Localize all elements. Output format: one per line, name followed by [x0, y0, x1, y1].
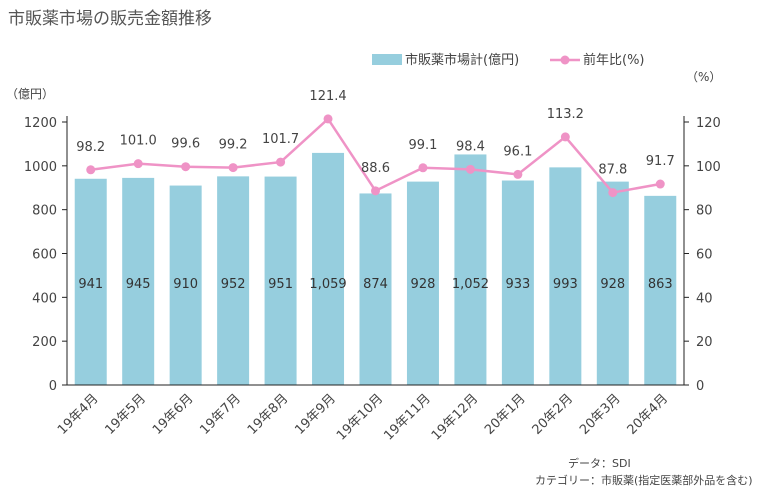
x-tick-label: 19年8月 [245, 391, 292, 438]
bar-5 [312, 152, 345, 385]
category-note: カテゴリー：市販薬(指定医薬部外品を含む) [535, 473, 753, 487]
yoy-value-label: 99.6 [171, 137, 200, 152]
x-tick-label: 20年4月 [625, 391, 672, 438]
x-tick-label: 20年2月 [530, 391, 577, 438]
yoy-value-label: 99.1 [408, 138, 437, 153]
yoy-value-label: 101.7 [262, 132, 299, 147]
yoy-value-label: 98.2 [76, 140, 105, 155]
yoy-point [560, 132, 570, 142]
bar-value-label: 952 [221, 277, 246, 292]
yoy-value-label: 91.7 [646, 154, 675, 169]
bar-6 [359, 193, 392, 385]
bar-value-label: 933 [505, 277, 530, 292]
yoy-point [371, 186, 380, 196]
chart-title: 市販薬市場の販売金額推移 [8, 9, 212, 29]
yoy-point [655, 179, 665, 189]
right-tick-label: 40 [696, 291, 713, 306]
yoy-value-label: 96.1 [503, 144, 532, 159]
yoy-point [276, 157, 286, 167]
bar-4 [264, 176, 297, 385]
yoy-value-label: 98.4 [456, 139, 485, 154]
bar-9 [501, 180, 534, 385]
yoy-value-label: 101.0 [120, 134, 157, 149]
yoy-value-label: 99.2 [219, 138, 248, 153]
bar-2 [169, 185, 202, 385]
legend-line-label: 前年比(%) [583, 52, 645, 68]
bar-value-label: 945 [126, 277, 151, 292]
legend-line-marker [560, 55, 570, 65]
yoy-value-label: 121.4 [309, 89, 346, 104]
left-axis-unit: （億円） [6, 87, 54, 101]
right-tick-label: 20 [696, 335, 713, 350]
left-tick-label: 1200 [24, 116, 57, 131]
bar-value-label: 910 [173, 277, 198, 292]
x-tick-label: 19年11月 [381, 391, 433, 443]
bar-value-label: 941 [78, 277, 103, 292]
x-tick-label: 19年9月 [292, 391, 339, 438]
left-tick-label: 200 [32, 335, 57, 350]
yoy-point [228, 163, 238, 173]
bar-value-label: 993 [553, 277, 578, 292]
x-tick-label: 19年12月 [429, 391, 481, 443]
yoy-value-label: 113.2 [547, 107, 584, 122]
bar-value-label: 928 [600, 277, 625, 292]
yoy-value-label: 87.8 [598, 163, 627, 178]
yoy-point [608, 188, 618, 198]
legend-bar-label: 市販薬市場計(億円) [405, 52, 519, 68]
left-tick-label: 400 [32, 291, 57, 306]
bar-11 [596, 181, 629, 385]
x-tick-label: 20年1月 [482, 391, 529, 438]
bar-value-label: 1,052 [452, 277, 489, 292]
x-tick-label: 19年4月 [55, 391, 102, 438]
x-tick-label: 20年3月 [577, 391, 624, 438]
yoy-point [323, 114, 333, 124]
yoy-point [418, 163, 428, 173]
left-tick-label: 800 [32, 204, 57, 219]
right-tick-label: 100 [696, 160, 721, 175]
bar-12 [644, 195, 677, 385]
bar-8 [454, 154, 487, 385]
legend: 市販薬市場計(億円) 前年比(%) [372, 52, 645, 68]
left-tick-label: 1000 [24, 160, 57, 175]
bar-3 [217, 176, 250, 385]
left-tick-label: 0 [49, 379, 57, 394]
yoy-point [513, 169, 523, 179]
bar-value-label: 1,059 [309, 277, 346, 292]
plot-area: 0 200 400 600 800 1000 1200 0 20 40 60 80 100 120 19年4… [24, 89, 721, 444]
bar-value-label: 863 [648, 277, 673, 292]
yoy-point [181, 162, 191, 172]
bar-10 [549, 167, 582, 385]
bar-value-label: 928 [411, 277, 436, 292]
right-tick-label: 60 [696, 248, 713, 263]
right-tick-label: 120 [696, 116, 721, 131]
x-tick-label: 19年7月 [197, 391, 244, 438]
yoy-point [86, 165, 96, 175]
x-tick-label: 19年5月 [102, 391, 149, 438]
legend-bar-swatch [372, 54, 402, 65]
yoy-value-label: 88.6 [361, 161, 390, 176]
source-note: データ：SDI [568, 456, 631, 470]
right-tick-label: 80 [696, 204, 713, 219]
bar-value-label: 874 [363, 277, 388, 292]
bar-7 [406, 181, 439, 385]
right-axis-unit: （%） [686, 70, 721, 84]
right-tick-label: 0 [696, 379, 704, 394]
yoy-point [133, 159, 143, 169]
yoy-point [465, 164, 475, 174]
x-tick-label: 19年6月 [150, 391, 197, 438]
bar-1 [122, 177, 155, 385]
bar-value-label: 951 [268, 277, 293, 292]
x-tick-label: 19年10月 [334, 391, 386, 443]
left-tick-label: 600 [32, 248, 57, 263]
bar-0 [74, 178, 107, 385]
